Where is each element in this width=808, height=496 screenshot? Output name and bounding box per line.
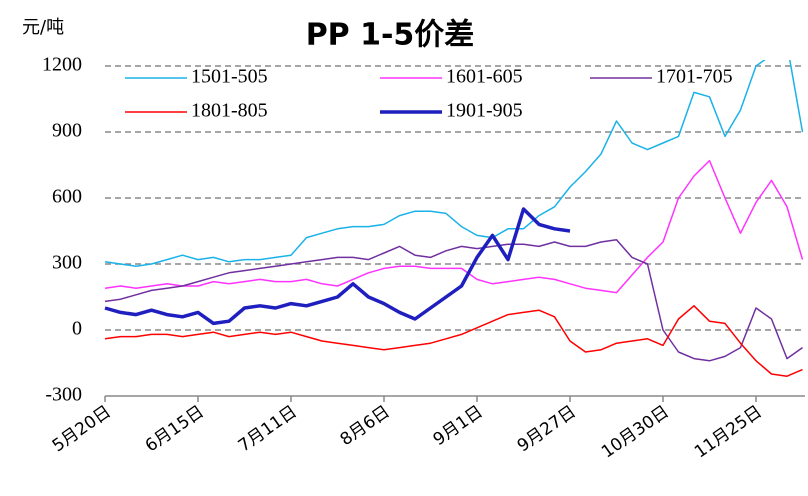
y-tick-label: 900	[52, 120, 82, 142]
plot-area	[104, 60, 804, 377]
x-tick-label: 8月6日	[337, 402, 394, 450]
x-tick-label: 9月1日	[430, 402, 487, 450]
x-tick-label: 6月15日	[142, 402, 208, 456]
x-tick-label: 7月11日	[235, 402, 301, 456]
legend-label: 1801-805	[191, 100, 268, 122]
y-tick-label: 0	[72, 318, 82, 340]
series-line	[104, 207, 571, 326]
series-line	[104, 239, 803, 362]
x-tick-label: 11月25日	[691, 402, 766, 463]
series-line	[104, 159, 804, 294]
chart-title: PP 1-5价差	[306, 18, 475, 53]
y-tick-label: 300	[52, 252, 82, 274]
x-tick-label: 9月27日	[514, 402, 580, 456]
x-tick-label: 10月30日	[598, 402, 673, 463]
legend-label: 1701-705	[656, 66, 733, 88]
series-line	[104, 305, 803, 377]
x-tick-label: 5月20日	[49, 402, 115, 456]
y-tick-label: 1200	[42, 54, 82, 76]
legend-label: 1901-905	[446, 100, 523, 122]
legend-label: 1501-505	[191, 66, 268, 88]
legend-label: 1601-605	[446, 66, 523, 88]
y-tick-label: -300	[45, 384, 82, 406]
y-axis-label: 元/吨	[22, 17, 64, 38]
series-line	[104, 60, 804, 267]
y-tick-label: 600	[52, 186, 82, 208]
